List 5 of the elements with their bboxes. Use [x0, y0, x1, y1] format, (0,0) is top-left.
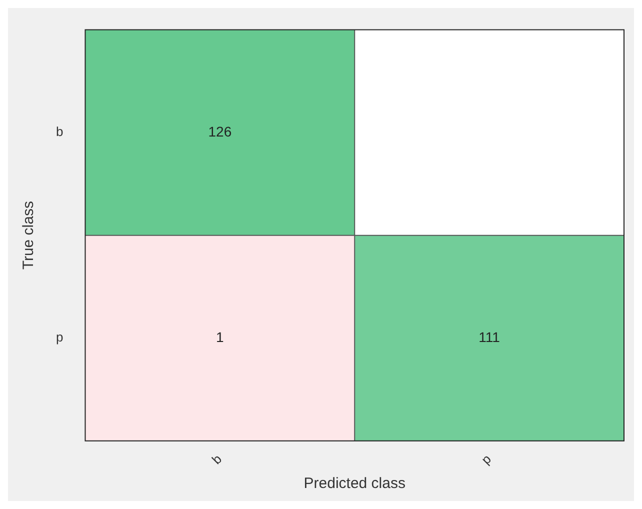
data-label: 126	[208, 123, 232, 140]
y-axis-title: True class	[20, 201, 38, 270]
data-label: 1	[216, 328, 224, 345]
x-axis-title: Predicted class	[304, 475, 406, 492]
data-label: 111	[478, 328, 500, 345]
